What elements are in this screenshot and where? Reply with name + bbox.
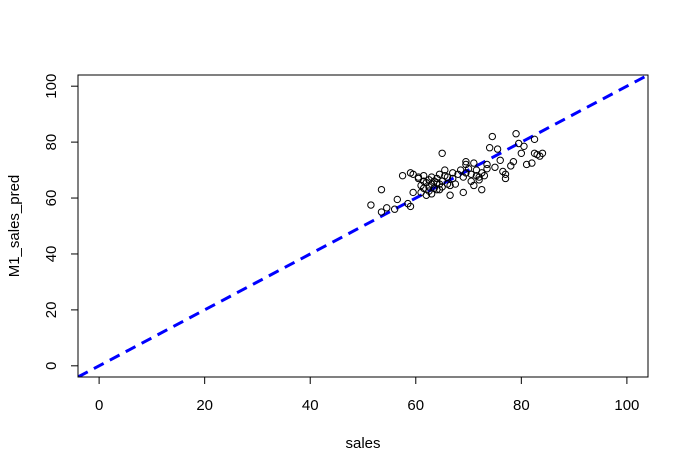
plot-frame <box>77 74 649 378</box>
x-tick-label: 80 <box>513 397 530 414</box>
data-point <box>493 145 502 153</box>
data-point <box>538 149 547 157</box>
y-tick-label: 100 <box>43 74 60 99</box>
data-point <box>406 202 415 211</box>
data-point <box>390 205 399 213</box>
data-point <box>480 171 489 180</box>
data-point <box>485 144 494 152</box>
data-point <box>488 132 497 141</box>
data-point <box>435 170 444 178</box>
data-point <box>520 142 528 151</box>
data-point <box>459 188 467 197</box>
data-point <box>528 159 536 167</box>
x-tick-label: 40 <box>302 397 319 414</box>
data-point <box>393 195 402 204</box>
reference-line <box>78 75 648 377</box>
y-tick-label: 20 <box>43 302 60 319</box>
y-tick-label: 60 <box>43 190 60 207</box>
x-tick-label: 20 <box>196 397 213 414</box>
data-point <box>517 149 526 157</box>
data-point <box>383 204 391 212</box>
y-tick-label: 40 <box>43 246 60 263</box>
data-point <box>446 181 454 190</box>
data-point <box>501 174 510 183</box>
x-tick-label: 60 <box>407 397 424 414</box>
data-point <box>398 171 407 180</box>
y-axis: 0 20 40 60 80 100 <box>43 74 78 370</box>
data-point <box>501 170 510 178</box>
x-axis-label: sales <box>345 435 380 452</box>
data-point <box>483 164 491 173</box>
data-point <box>512 130 520 138</box>
data-point <box>377 208 386 216</box>
data-point <box>449 169 457 177</box>
y-axis-label: M1_sales_pred <box>6 175 23 278</box>
data-point <box>530 135 539 144</box>
data-point <box>414 173 423 181</box>
data-point <box>467 170 475 178</box>
data-point <box>491 163 499 171</box>
y-tick-label: 0 <box>43 362 60 370</box>
data-point <box>419 171 428 180</box>
data-points <box>367 130 547 216</box>
data-point <box>522 160 531 169</box>
data-point <box>446 191 454 199</box>
data-point <box>377 185 386 194</box>
x-axis: 0 20 40 60 80 100 <box>95 377 639 414</box>
data-point <box>451 180 460 188</box>
y-tick-label: 80 <box>43 134 60 151</box>
data-point <box>470 181 478 190</box>
data-point <box>475 176 483 184</box>
data-point <box>470 159 478 167</box>
data-point <box>438 149 446 157</box>
data-point <box>409 188 417 197</box>
data-point <box>483 160 491 169</box>
data-point <box>443 173 452 181</box>
data-point <box>509 157 518 166</box>
reference-line-group <box>78 75 648 377</box>
data-point <box>441 166 449 174</box>
data-point <box>496 156 504 164</box>
data-point <box>478 185 486 194</box>
data-point <box>462 157 470 166</box>
x-tick-label: 0 <box>95 397 103 414</box>
data-point <box>367 201 375 209</box>
x-tick-label: 100 <box>614 397 639 414</box>
